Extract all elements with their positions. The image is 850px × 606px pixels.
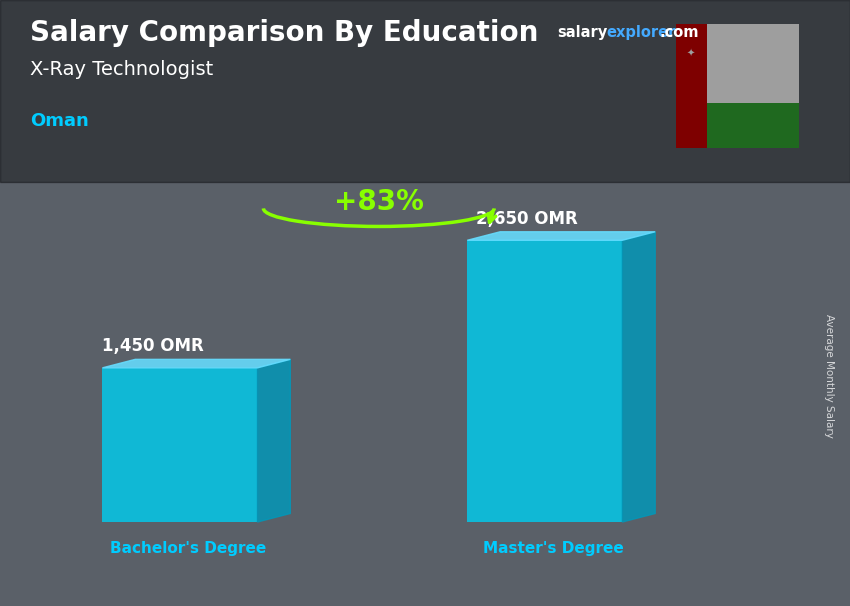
Bar	[706, 103, 799, 148]
Text: +83%: +83%	[334, 188, 424, 216]
Text: 2,650 OMR: 2,650 OMR	[476, 210, 577, 227]
Text: Master's Degree: Master's Degree	[483, 541, 623, 556]
Text: ✦: ✦	[687, 48, 695, 58]
FancyArrowPatch shape	[489, 213, 496, 222]
Polygon shape	[468, 231, 655, 240]
Text: Salary Comparison By Education: Salary Comparison By Education	[30, 19, 538, 47]
Text: salary: salary	[557, 25, 607, 40]
Bar	[102, 368, 258, 522]
Polygon shape	[622, 231, 655, 522]
Bar	[468, 240, 622, 522]
Bar	[706, 24, 799, 103]
Text: Average Monthly Salary: Average Monthly Salary	[824, 314, 834, 438]
Text: 1,450 OMR: 1,450 OMR	[102, 337, 203, 355]
Text: explorer: explorer	[606, 25, 676, 40]
Polygon shape	[102, 359, 291, 368]
Polygon shape	[258, 359, 291, 522]
Text: Oman: Oman	[30, 112, 88, 130]
Text: Bachelor's Degree: Bachelor's Degree	[110, 541, 266, 556]
Text: X-Ray Technologist: X-Ray Technologist	[30, 60, 213, 79]
Text: .com: .com	[660, 25, 699, 40]
